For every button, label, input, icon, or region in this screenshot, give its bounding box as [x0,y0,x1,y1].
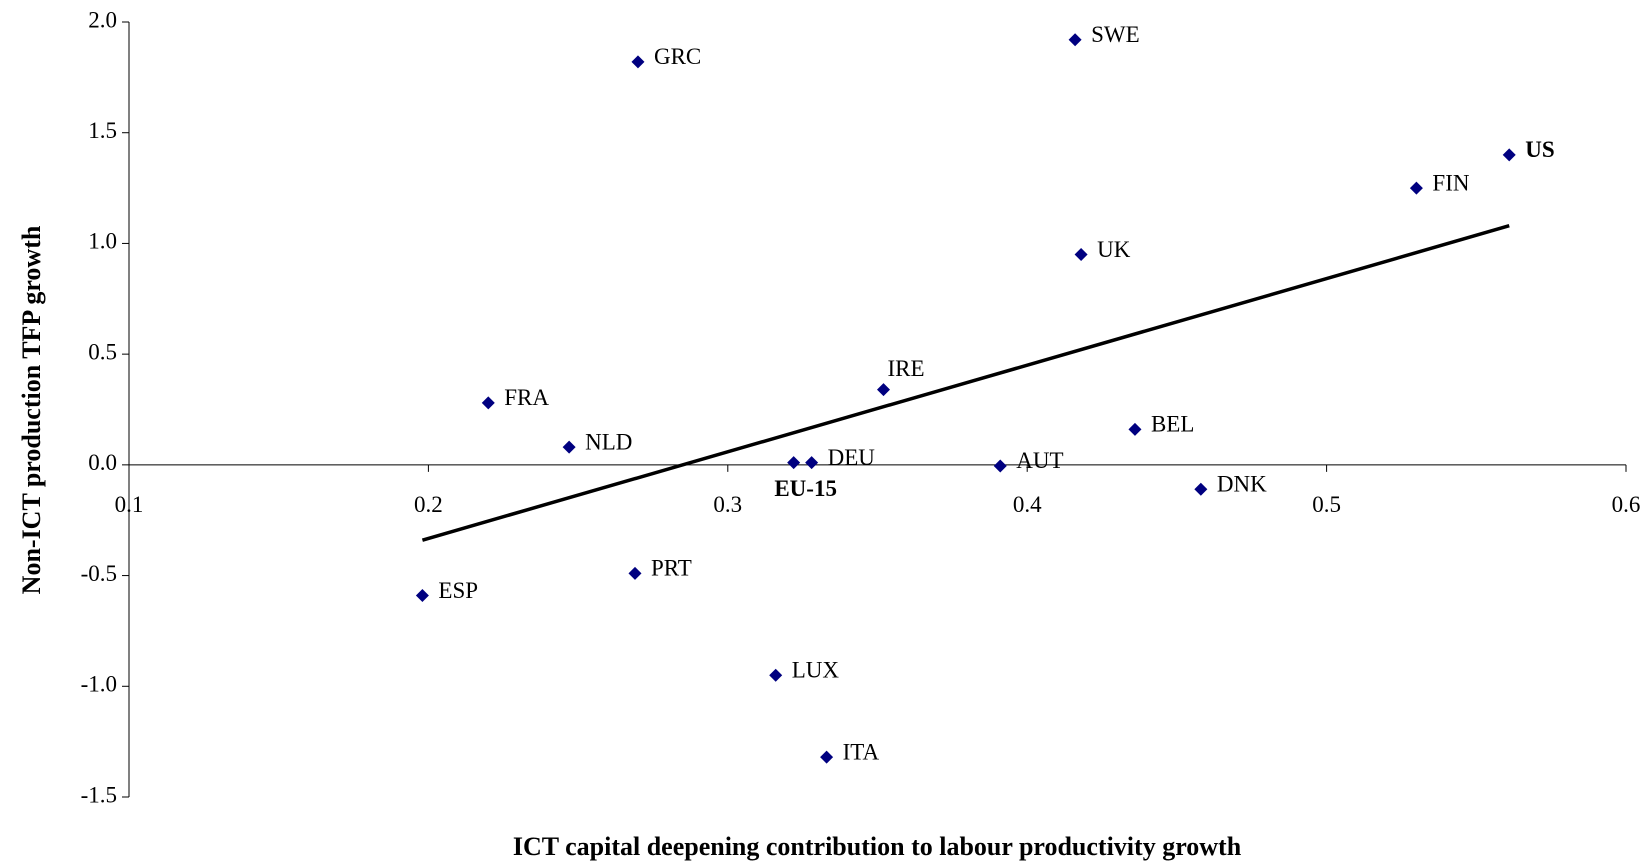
y-tick-label: -1.0 [81,672,117,697]
point-label: IRE [887,356,924,381]
point-label: NLD [585,429,632,454]
point-label: LUX [792,657,840,682]
x-tick-label: 0.3 [713,492,742,517]
point-label: ITA [843,739,880,764]
y-axis-title: Non-ICT production TFP growth [17,225,46,594]
point [631,55,645,69]
point [1502,148,1516,162]
point [1074,248,1088,261]
point-label: AUT [1016,448,1063,473]
x-tick-label: 0.5 [1312,492,1341,517]
point-label: US [1525,137,1554,162]
y-tick-label: 0.0 [88,450,117,475]
y-tick-label: -0.5 [81,561,117,586]
point [787,456,801,470]
point [769,668,783,682]
point-label: FIN [1432,170,1469,195]
point-label: EU-15 [774,476,837,501]
point-label: GRC [654,44,701,69]
x-tick-label: 0.6 [1612,492,1641,517]
point [820,750,834,764]
point [628,566,642,580]
y-tick-label: -1.5 [81,782,117,807]
x-tick-label: 0.1 [115,492,144,517]
point [1409,181,1423,195]
point [481,396,495,410]
point-label: UK [1097,237,1131,262]
point [1194,482,1208,496]
point-label: FRA [504,385,549,410]
point-label: SWE [1091,22,1140,47]
point [562,440,576,454]
point [1128,422,1142,436]
point [993,459,1007,473]
x-axis-title: ICT capital deepening contribution to la… [513,832,1242,861]
point-label: BEL [1151,412,1194,437]
point-label: DNK [1217,471,1267,496]
y-tick-label: 2.0 [88,7,117,32]
point-label: ESP [438,578,478,603]
trend-line [421,224,1510,542]
y-tick-label: 1.0 [88,229,117,254]
point [1068,33,1082,47]
point [876,383,890,397]
point-label: DEU [828,445,876,470]
x-tick-label: 0.2 [414,492,443,517]
point [805,456,819,470]
point-label: PRT [651,556,692,581]
x-tick-label: 0.4 [1013,492,1042,517]
y-tick-label: 1.5 [88,118,117,143]
y-tick-label: 0.5 [88,339,117,364]
point [415,589,429,602]
